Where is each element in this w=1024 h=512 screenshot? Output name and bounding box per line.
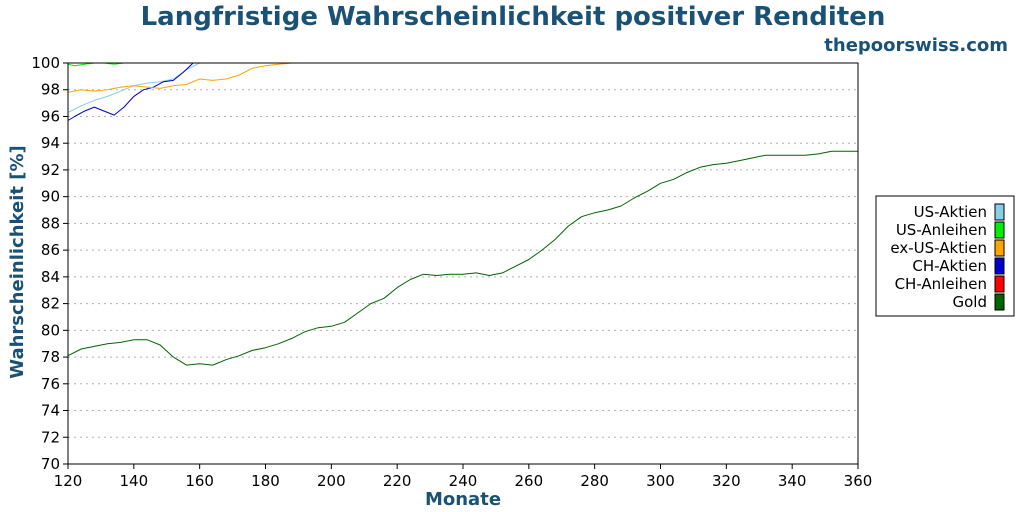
y-tick-label: 86 <box>41 241 60 259</box>
x-axis-label: Monate <box>425 489 501 510</box>
x-tick-label: 280 <box>580 472 609 490</box>
y-tick-label: 92 <box>41 161 60 179</box>
y-axis-label: Wahrscheinlichkeit [%] <box>7 145 28 379</box>
y-tick-label: 88 <box>41 214 60 232</box>
legend-swatch <box>994 275 1005 293</box>
y-tick-label: 100 <box>31 54 60 72</box>
x-tick-label: 220 <box>383 472 412 490</box>
plot-frame <box>67 62 859 465</box>
site-label: thepoorswiss.com <box>824 35 1008 56</box>
y-tick-label: 94 <box>41 134 60 152</box>
series-layer <box>67 62 858 366</box>
x-tick-label: 160 <box>185 472 214 490</box>
x-tick-label: 140 <box>120 472 149 490</box>
legend-swatch <box>994 221 1005 239</box>
y-tick-label: 70 <box>41 455 60 473</box>
legend-label: US-Aktien <box>914 203 987 221</box>
series-line-us-aktien <box>67 62 217 113</box>
y-tick-label: 72 <box>41 428 60 446</box>
y-tick-label: 98 <box>41 81 60 99</box>
legend-label: CH-Aktien <box>912 257 987 275</box>
y-tick-label: 80 <box>41 321 60 339</box>
y-tick-label: 74 <box>41 402 60 420</box>
legend-swatch <box>994 257 1005 275</box>
x-tick-label: 120 <box>54 472 83 490</box>
legend-swatch <box>994 293 1005 311</box>
y-tick-label: 78 <box>41 348 60 366</box>
legend-label: Gold <box>953 293 988 311</box>
x-tick-label: 180 <box>251 472 280 490</box>
legend-label: CH-Anleihen <box>895 275 987 293</box>
x-tick-label: 200 <box>317 472 346 490</box>
y-tick-label: 76 <box>41 375 60 393</box>
ticks: 70 72 74 76 78 80 82 84 86 88 90 92 94 96 98 100 120 140 1… <box>31 54 872 490</box>
chart-title: Langfristige Wahrscheinlichkeit positive… <box>141 2 886 32</box>
legend-swatch <box>994 203 1005 221</box>
legend: US-AktienUS-Anleihenex-US-AktienCH-Aktie… <box>875 195 1015 317</box>
grid <box>68 89 858 438</box>
series-line-ch-aktien <box>67 62 213 121</box>
y-tick-label: 82 <box>41 295 60 313</box>
x-tick-label: 300 <box>646 472 675 490</box>
series-line-gold <box>67 150 858 366</box>
y-tick-label: 90 <box>41 188 60 206</box>
x-tick-label: 260 <box>515 472 544 490</box>
x-tick-label: 240 <box>449 472 478 490</box>
y-tick-label: 96 <box>41 107 60 125</box>
legend-label: ex-US-Aktien <box>890 239 987 257</box>
x-tick-label: 320 <box>712 472 741 490</box>
legend-label: US-Anleihen <box>896 221 987 239</box>
x-tick-label: 340 <box>778 472 807 490</box>
x-tick-label: 360 <box>844 472 873 490</box>
legend-swatch <box>994 239 1005 257</box>
series-line-ex-us-aktien <box>67 62 299 93</box>
y-tick-label: 84 <box>41 268 60 286</box>
legend-frame <box>875 195 1015 317</box>
